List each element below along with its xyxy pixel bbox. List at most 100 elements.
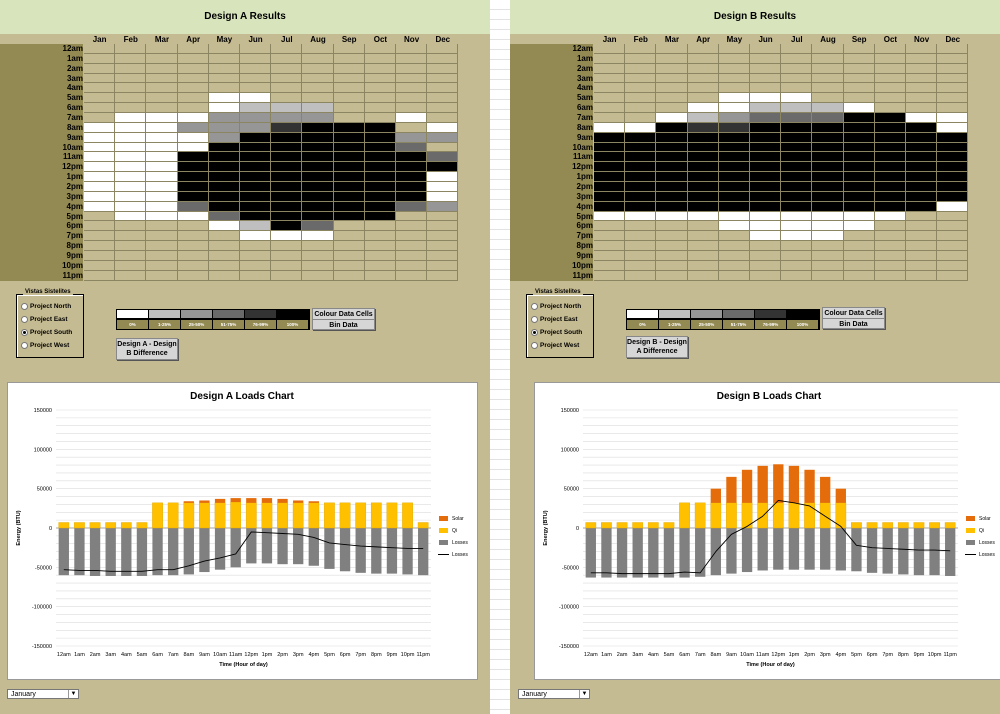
- heatmap-cell[interactable]: [240, 103, 272, 114]
- heatmap-cell[interactable]: [594, 241, 626, 252]
- heatmap-cell[interactable]: [177, 93, 209, 104]
- heatmap-cell[interactable]: [115, 172, 147, 183]
- heatmap-cell[interactable]: [718, 103, 750, 114]
- heatmap-cell[interactable]: [84, 182, 116, 192]
- heatmap-cell[interactable]: [656, 53, 688, 64]
- heatmap-cell[interactable]: [874, 122, 906, 133]
- heatmap-cell[interactable]: [750, 191, 782, 202]
- heatmap-cell[interactable]: [906, 162, 938, 173]
- heatmap-cell[interactable]: [781, 113, 813, 123]
- heatmap-cell[interactable]: [208, 53, 240, 64]
- month-dropdown[interactable]: January ▼: [7, 689, 79, 699]
- heatmap-cell[interactable]: [750, 113, 782, 123]
- heatmap-cell[interactable]: [146, 103, 178, 114]
- heatmap-cell[interactable]: [687, 44, 719, 54]
- heatmap-cell[interactable]: [656, 231, 688, 242]
- heatmap-cell[interactable]: [364, 103, 396, 114]
- heatmap-cell[interactable]: [396, 93, 428, 104]
- heatmap-cell[interactable]: [177, 162, 209, 173]
- heatmap-cell[interactable]: [333, 251, 365, 261]
- heatmap-cell[interactable]: [937, 231, 969, 242]
- radio-dot[interactable]: [531, 303, 538, 310]
- heatmap-cell[interactable]: [906, 142, 938, 153]
- heatmap-cell[interactable]: [240, 231, 272, 242]
- heatmap-cell[interactable]: [333, 260, 365, 271]
- heatmap-cell[interactable]: [271, 182, 303, 192]
- heatmap-cell[interactable]: [364, 231, 396, 242]
- heatmap-cell[interactable]: [843, 191, 875, 202]
- heatmap-cell[interactable]: [427, 270, 459, 281]
- heatmap-cell[interactable]: [687, 162, 719, 173]
- heatmap-cell[interactable]: [364, 162, 396, 173]
- heatmap-cell[interactable]: [718, 241, 750, 252]
- heatmap-cell[interactable]: [177, 221, 209, 232]
- heatmap-cell[interactable]: [427, 44, 459, 54]
- heatmap-cell[interactable]: [396, 211, 428, 222]
- heatmap-cell[interactable]: [208, 221, 240, 232]
- heatmap-cell[interactable]: [937, 162, 969, 173]
- heatmap-cell[interactable]: [843, 73, 875, 84]
- heatmap-cell[interactable]: [146, 251, 178, 261]
- heatmap-cell[interactable]: [115, 73, 147, 84]
- heatmap-cell[interactable]: [750, 211, 782, 222]
- heatmap-cell[interactable]: [146, 44, 178, 54]
- heatmap-cell[interactable]: [937, 132, 969, 143]
- heatmap-cell[interactable]: [146, 172, 178, 183]
- heatmap-cell[interactable]: [271, 221, 303, 232]
- heatmap-cell[interactable]: [718, 152, 750, 163]
- heatmap-cell[interactable]: [625, 231, 657, 242]
- heatmap-cell[interactable]: [396, 191, 428, 202]
- heatmap-cell[interactable]: [812, 191, 844, 202]
- heatmap-cell[interactable]: [656, 122, 688, 133]
- heatmap-cell[interactable]: [84, 191, 116, 202]
- heatmap-cell[interactable]: [656, 152, 688, 163]
- heatmap-cell[interactable]: [906, 191, 938, 202]
- heatmap-cell[interactable]: [84, 251, 116, 261]
- radio-dot-selected[interactable]: [531, 329, 538, 336]
- heatmap-cell[interactable]: [750, 142, 782, 153]
- heatmap-cell[interactable]: [874, 142, 906, 153]
- heatmap-cell[interactable]: [937, 103, 969, 114]
- heatmap-cell[interactable]: [271, 63, 303, 74]
- heatmap-cell[interactable]: [781, 44, 813, 54]
- heatmap-cell[interactable]: [656, 83, 688, 94]
- heatmap-cell[interactable]: [333, 132, 365, 143]
- heatmap-cell[interactable]: [333, 231, 365, 242]
- heatmap-cell[interactable]: [874, 241, 906, 252]
- heatmap-cell[interactable]: [687, 63, 719, 74]
- heatmap-cell[interactable]: [750, 93, 782, 104]
- heatmap-cell[interactable]: [781, 251, 813, 261]
- heatmap-cell[interactable]: [750, 241, 782, 252]
- heatmap-cell[interactable]: [271, 103, 303, 114]
- heatmap-cell[interactable]: [656, 221, 688, 232]
- heatmap-cell[interactable]: [396, 53, 428, 64]
- heatmap-cell[interactable]: [874, 182, 906, 192]
- heatmap-cell[interactable]: [812, 251, 844, 261]
- heatmap-cell[interactable]: [146, 142, 178, 153]
- heatmap-cell[interactable]: [625, 221, 657, 232]
- heatmap-cell[interactable]: [812, 231, 844, 242]
- heatmap-cell[interactable]: [396, 162, 428, 173]
- heatmap-cell[interactable]: [271, 260, 303, 271]
- heatmap-cell[interactable]: [874, 270, 906, 281]
- heatmap-cell[interactable]: [718, 162, 750, 173]
- heatmap-cell[interactable]: [594, 113, 626, 123]
- heatmap-cell[interactable]: [843, 113, 875, 123]
- heatmap-cell[interactable]: [271, 231, 303, 242]
- heatmap-cell[interactable]: [594, 182, 626, 192]
- heatmap-cell[interactable]: [364, 132, 396, 143]
- heatmap-cell[interactable]: [750, 172, 782, 183]
- heatmap-cell[interactable]: [84, 53, 116, 64]
- heatmap-cell[interactable]: [843, 211, 875, 222]
- heatmap-cell[interactable]: [656, 63, 688, 74]
- heatmap-cell[interactable]: [656, 211, 688, 222]
- heatmap-cell[interactable]: [240, 132, 272, 143]
- heatmap-cell[interactable]: [625, 172, 657, 183]
- heatmap-cell[interactable]: [427, 191, 459, 202]
- heatmap-cell[interactable]: [302, 221, 334, 232]
- heatmap-cell[interactable]: [177, 113, 209, 123]
- heatmap-cell[interactable]: [906, 182, 938, 192]
- heatmap-cell[interactable]: [656, 201, 688, 212]
- heatmap-cell[interactable]: [781, 83, 813, 94]
- heatmap-cell[interactable]: [146, 221, 178, 232]
